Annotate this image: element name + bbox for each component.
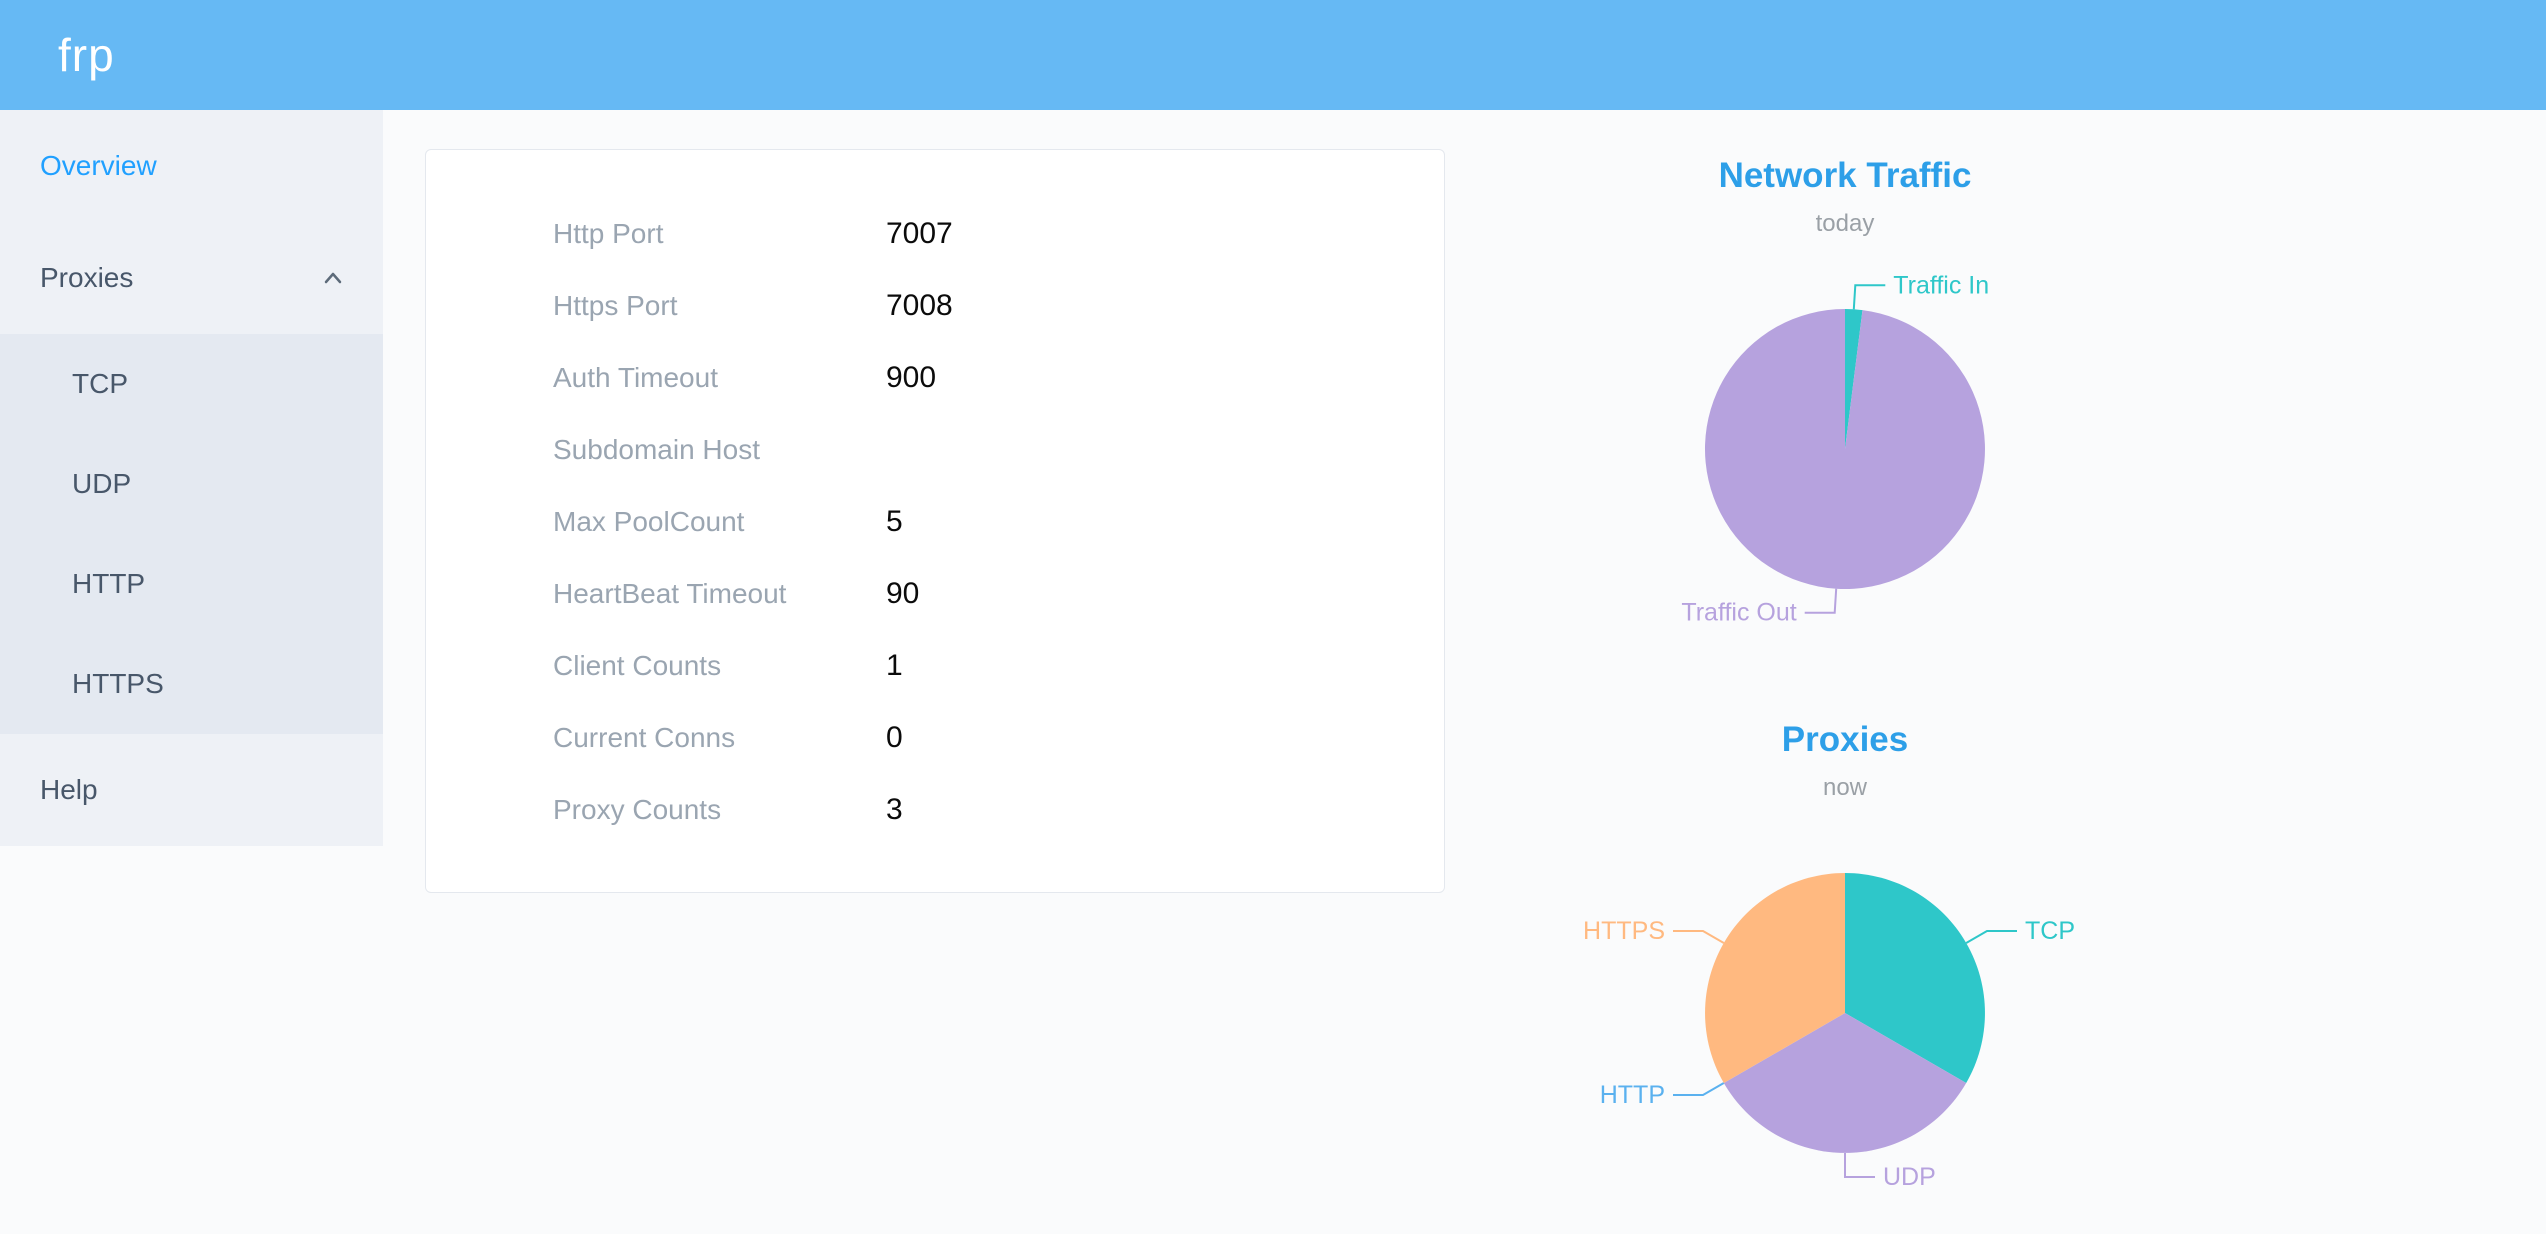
stat-value: 1 [886,649,903,682]
stat-row-http-port: Http Port 7007 [426,198,1444,270]
stat-label: Current Conns [553,722,736,753]
pie-label-udp: UDP [1883,1163,1936,1191]
proxies-chart: Proxies now TCP UDP HTTP HTTPS [1495,704,2195,1208]
stat-row-max-poolcount: Max PoolCount 5 [426,486,1444,558]
stat-value: 0 [886,721,903,754]
label-line-traffic-in [1852,284,1886,310]
stat-value: 5 [886,505,903,538]
pie-label-http: HTTP [1600,1081,1665,1109]
pie-slice-udp[interactable] [1723,1013,1967,1153]
sidebar-item-proxies[interactable]: Proxies [0,222,383,334]
sidebar-item-label: HTTP [72,568,146,599]
app-header: frp [0,0,2546,110]
proxies-pie: TCP UDP HTTP HTTPS [1583,873,2075,1191]
page-layout: Overview Proxies TCP UDP HTTP HTTPS Help [0,110,2546,1234]
chart-subtitle: today [1815,210,1875,237]
sidebar-item-tcp[interactable]: TCP [0,334,383,434]
network-traffic-pie: Traffic In Traffic Out [1681,271,1989,627]
chevron-up-icon [324,272,342,284]
sidebar-item-https[interactable]: HTTPS [0,634,383,734]
stat-row-auth-timeout: Auth Timeout 900 [426,342,1444,414]
stat-value: 7007 [886,217,953,250]
stat-label: Auth Timeout [553,362,718,393]
app-logo: frp [58,29,115,81]
sidebar-item-http[interactable]: HTTP [0,534,383,634]
label-line-tcp [1965,930,2017,944]
pie-slice-traffic-out[interactable] [1704,309,1985,589]
stat-row-subdomain-host: Subdomain Host [426,414,1444,486]
stat-row-https-port: Https Port 7008 [426,270,1444,342]
sidebar-item-help[interactable]: Help [0,734,383,846]
stat-label: Https Port [553,290,678,321]
pie-label-traffic-in: Traffic In [1893,271,1989,299]
stat-label: Max PoolCount [553,506,745,537]
charts-column: Network Traffic today Traffic In Traffic … [1495,140,2195,1208]
sidebar-item-overview[interactable]: Overview [0,110,383,222]
pie-slice-tcp[interactable] [1845,873,1985,1083]
stat-label: Http Port [553,218,664,249]
sidebar-item-udp[interactable]: UDP [0,434,383,534]
sidebar-item-label: TCP [72,368,128,399]
sidebar: Overview Proxies TCP UDP HTTP HTTPS Help [0,110,383,846]
sidebar-item-label: Proxies [40,262,134,293]
sidebar-item-label: Overview [40,150,157,181]
sidebar-item-label: HTTPS [72,668,164,699]
pie-label-tcp: TCP [2025,917,2075,945]
stat-value: 3 [886,793,903,826]
pie-label-https: HTTPS [1583,917,1665,945]
stat-label: HeartBeat Timeout [553,578,787,609]
label-line-https [1673,930,1725,944]
pie-slice-traffic-in[interactable] [1845,309,1863,449]
stat-label: Proxy Counts [553,794,722,825]
network-traffic-chart: Network Traffic today Traffic In Traffic … [1495,140,2195,644]
label-line-traffic-out [1804,588,1838,614]
stat-row-client-counts: Client Counts 1 [426,630,1444,702]
stat-value: 7008 [886,289,953,322]
chart-title: Proxies [1781,720,1909,759]
stat-row-current-conns: Current Conns 0 [426,702,1444,774]
stat-label: Client Counts [553,650,722,681]
server-info-card: Http Port 7007 Https Port 7008 Auth Time… [425,149,1445,893]
stat-label: Subdomain Host [553,434,761,465]
pie-label-traffic-out: Traffic Out [1681,599,1796,627]
sidebar-item-label: UDP [72,468,132,499]
label-line-http [1673,1082,1725,1096]
chart-title: Network Traffic [1718,156,1972,195]
chart-subtitle: now [1822,774,1868,801]
pie-slice-https[interactable] [1705,873,1845,1083]
stat-value: 90 [886,577,920,610]
sidebar-item-label: Help [40,774,98,805]
stat-row-proxy-counts: Proxy Counts 3 [426,774,1444,846]
label-line-udp [1844,1153,1875,1178]
proxies-submenu: TCP UDP HTTP HTTPS [0,334,383,734]
stat-value: 900 [886,361,937,394]
main-content: Http Port 7007 Https Port 7008 Auth Time… [383,110,2546,1234]
stat-row-heartbeat-timeout: HeartBeat Timeout 90 [426,558,1444,630]
